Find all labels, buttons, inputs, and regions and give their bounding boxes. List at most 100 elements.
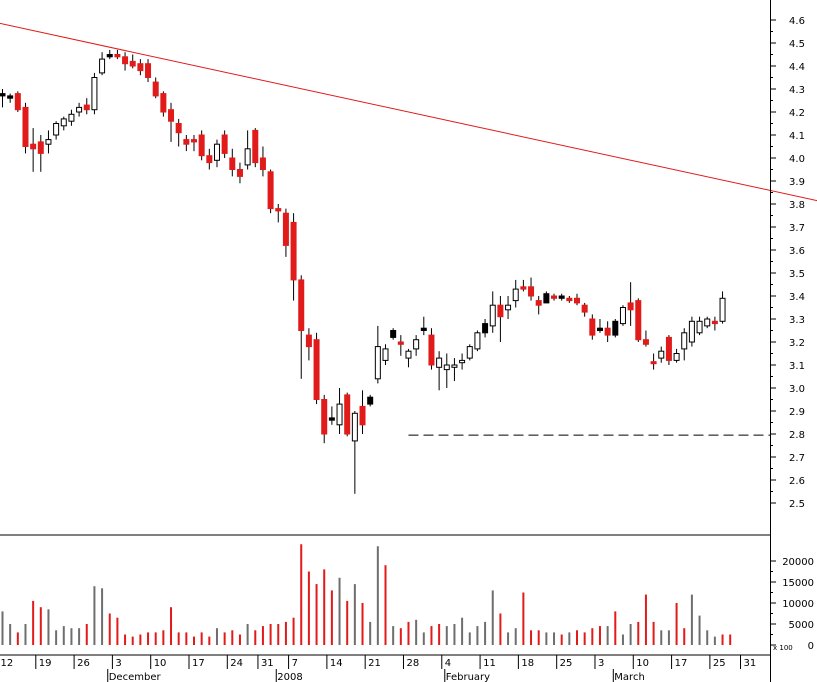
price-tick-label: 4.6: [789, 16, 805, 27]
candle-body: [122, 56, 129, 65]
candle-body: [528, 286, 535, 297]
date-tick-label: 7: [292, 658, 298, 669]
candle: [298, 275, 305, 379]
candle-body: [244, 148, 251, 166]
candle: [221, 130, 228, 158]
candle: [99, 52, 106, 76]
candle-body: [673, 353, 680, 361]
candle: [282, 208, 289, 257]
candle: [390, 328, 397, 340]
date-tick-label: 24: [230, 658, 243, 669]
date-tick-label: 17: [192, 658, 205, 669]
candle: [22, 102, 29, 154]
month-label: 2008: [277, 672, 302, 682]
candle-body: [305, 334, 312, 348]
month-label: December: [109, 672, 162, 682]
candle-body: [558, 295, 565, 299]
candle: [259, 146, 266, 177]
candle: [451, 358, 458, 382]
candle: [37, 135, 44, 172]
price-tick-label: 3.3: [789, 315, 805, 326]
price-tick-label: 4.3: [789, 85, 805, 96]
candle: [106, 49, 113, 60]
candle-body: [282, 212, 289, 246]
candle-body: [589, 318, 596, 336]
date-tick-label: 26: [77, 658, 90, 669]
date-tick-label: 21: [368, 658, 381, 669]
price-tick-label: 3.7: [789, 223, 805, 234]
candle: [145, 59, 152, 83]
candle: [175, 118, 182, 147]
price-tick-label: 4.2: [789, 108, 805, 119]
candle: [183, 135, 190, 152]
candle: [535, 296, 542, 315]
date-tick-label: 3: [598, 658, 604, 669]
candle-body: [22, 106, 29, 147]
date-tick-label: 31: [744, 658, 757, 669]
price-tick-label: 2.8: [789, 430, 805, 441]
candle: [405, 348, 412, 368]
candle-body: [290, 221, 297, 281]
price-tick-label: 3.1: [789, 361, 805, 372]
candle: [596, 319, 603, 333]
candle: [688, 316, 695, 347]
candle-body: [175, 123, 182, 134]
candle: [489, 291, 496, 333]
candle: [413, 335, 420, 356]
candle-body: [45, 139, 52, 145]
candle-body: [443, 364, 450, 371]
candle: [627, 282, 634, 326]
candle-body: [114, 54, 121, 58]
candle: [14, 91, 21, 112]
candle: [244, 130, 251, 170]
candle-body: [627, 302, 634, 311]
candle: [520, 279, 527, 292]
candle-body: [665, 336, 672, 361]
candle-body: [596, 327, 603, 332]
date-tick-label: 28: [406, 658, 419, 669]
candle-body: [160, 93, 167, 113]
candle: [673, 348, 680, 363]
candle: [60, 116, 67, 131]
candle: [267, 169, 274, 214]
candle: [635, 298, 642, 342]
candle-body: [520, 286, 527, 290]
candle: [336, 388, 343, 434]
candle-body: [313, 339, 320, 401]
price-tick-label: 3.5: [789, 269, 805, 280]
price-tick-label: 2.6: [789, 476, 805, 487]
candle-body: [68, 113, 75, 122]
candle: [374, 325, 381, 384]
candle-body: [191, 139, 197, 143]
candle: [574, 293, 580, 306]
candle: [650, 353, 657, 370]
candle: [344, 392, 351, 437]
candle-body: [213, 143, 220, 161]
price-tick-label: 3.6: [789, 246, 805, 257]
candle-body: [99, 58, 106, 74]
trend-line: [0, 22, 817, 202]
candle-body: [413, 339, 420, 350]
candle-body: [436, 357, 443, 368]
candle: [359, 390, 366, 434]
candle-body: [466, 346, 473, 359]
price-tick-label: 2.7: [789, 453, 805, 464]
candle-body: [236, 169, 243, 177]
candle: [428, 328, 435, 370]
candle: [589, 314, 596, 340]
candle: [152, 77, 159, 99]
candle: [137, 59, 144, 76]
price-tick-label: 3.9: [789, 177, 805, 188]
month-label: March: [614, 672, 644, 682]
price-tick-label: 4.5: [789, 39, 805, 50]
candle: [711, 316, 718, 331]
candle-body: [275, 208, 282, 212]
candle-body: [91, 77, 98, 111]
candle: [236, 162, 243, 184]
candle: [45, 130, 52, 154]
price-tick-label: 3.2: [789, 338, 805, 349]
candle: [129, 54, 136, 69]
date-tick-label: 3: [115, 658, 121, 669]
date-tick-label: 10: [636, 658, 649, 669]
